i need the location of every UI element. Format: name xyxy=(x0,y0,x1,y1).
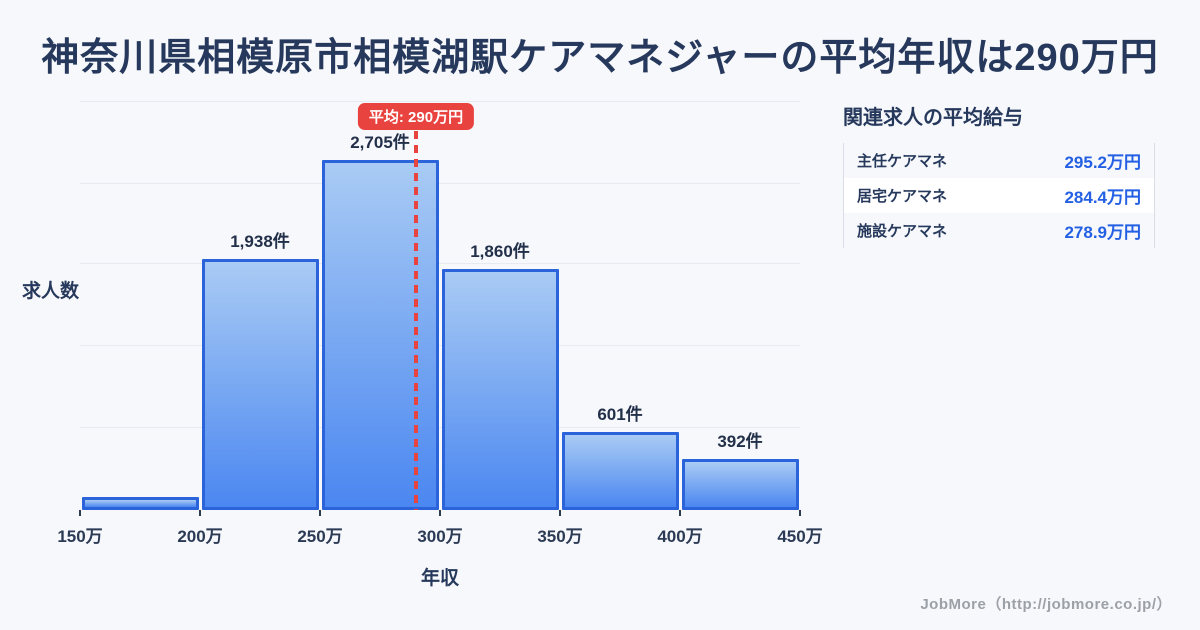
salary-table-row: 施設ケアマネ 278.9万円 xyxy=(844,213,1154,248)
salary-table-row: 主任ケアマネ 295.2万円 xyxy=(844,143,1154,178)
gridline xyxy=(80,345,800,346)
related-jobs-heading: 関連求人の平均給与 xyxy=(843,107,1023,129)
job-type-label: 主任ケアマネ xyxy=(857,153,948,170)
bar-value-label: 601件 xyxy=(597,405,643,424)
x-tick-mark xyxy=(319,510,321,516)
x-tick-label: 150万 xyxy=(57,527,103,546)
bar-value-label: 392件 xyxy=(717,432,763,451)
x-axis-label: 年収 xyxy=(420,568,459,589)
gridline xyxy=(80,101,800,102)
job-salary-value: 295.2万円 xyxy=(1064,153,1141,172)
average-badge: 平均: 290万円 xyxy=(357,103,475,130)
bar-value-label: 2,705件 xyxy=(350,133,410,152)
histogram-bar xyxy=(81,497,199,510)
x-tick-mark xyxy=(679,510,681,516)
x-tick-label: 300万 xyxy=(417,527,463,546)
x-tick-label: 200万 xyxy=(177,527,223,546)
job-type-label: 施設ケアマネ xyxy=(857,223,948,240)
average-dashed-line xyxy=(414,131,418,510)
histogram-bar xyxy=(321,160,439,510)
histogram-bar xyxy=(201,259,319,510)
gridline xyxy=(80,183,800,184)
histogram-bar xyxy=(561,432,679,510)
bar-value-label: 1,860件 xyxy=(470,242,530,261)
job-salary-value: 278.9万円 xyxy=(1064,223,1141,242)
x-tick-mark xyxy=(439,510,441,516)
x-tick-label: 250万 xyxy=(297,527,343,546)
job-salary-value: 284.4万円 xyxy=(1064,188,1141,207)
x-tick-mark xyxy=(79,510,81,516)
salary-table-row: 居宅ケアマネ 284.4万円 xyxy=(844,178,1154,213)
histogram-bar xyxy=(441,269,559,510)
x-tick-mark xyxy=(799,510,801,516)
site-credit: JobMore（http://jobmore.co.jp/） xyxy=(920,596,1172,613)
x-tick-label: 400万 xyxy=(657,527,703,546)
x-tick-mark xyxy=(199,510,201,516)
x-tick-label: 350万 xyxy=(537,527,583,546)
page-title: 神奈川県相模原市相模湖駅ケアマネジャーの平均年収は290万円 xyxy=(41,37,1159,79)
job-type-label: 居宅ケアマネ xyxy=(857,188,948,205)
histogram-bar xyxy=(681,459,799,510)
x-tick-label: 450万 xyxy=(777,527,823,546)
gridline xyxy=(80,427,800,428)
plot-area: 平均: 290万円 1,938件 2,705件 1,860件 601件 392件 150万… xyxy=(57,101,823,546)
bar-value-label: 1,938件 xyxy=(230,232,290,251)
y-axis-label: 求人数 xyxy=(22,281,80,302)
related-salary-table: 主任ケアマネ 295.2万円居宅ケアマネ 284.4万円施設ケアマネ 278.9万円 xyxy=(843,143,1155,248)
gridline xyxy=(80,263,800,264)
x-tick-mark xyxy=(559,510,561,516)
